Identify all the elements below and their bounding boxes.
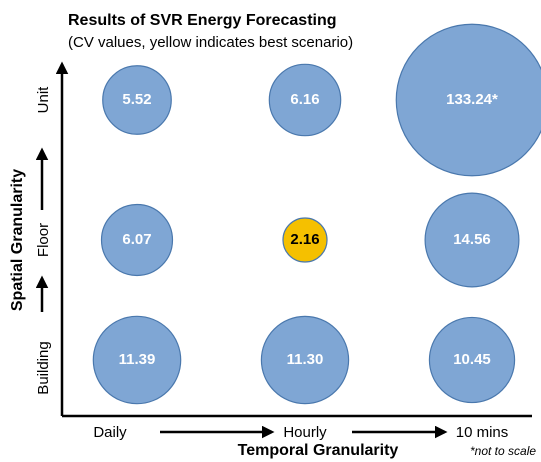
bubble-label: 133.24* xyxy=(446,91,498,108)
bubble-label: 10.45 xyxy=(453,351,491,368)
bubble-label: 5.52 xyxy=(122,91,151,108)
bubble xyxy=(100,203,174,277)
bubble xyxy=(395,23,541,177)
bubble-label: 14.56 xyxy=(453,231,491,248)
note: *not to scale xyxy=(470,444,536,458)
bubble-label: 6.16 xyxy=(290,91,319,108)
bubble-label: 6.07 xyxy=(122,231,151,248)
bubble xyxy=(428,316,516,404)
y-tick-label: Building xyxy=(35,341,52,394)
bubble xyxy=(260,315,350,405)
bubble-label: 11.30 xyxy=(287,351,324,368)
x-tick-label: 10 mins xyxy=(456,424,509,441)
bubble-label: 11.39 xyxy=(119,351,156,368)
bubble xyxy=(268,63,342,137)
x-tick-label: Hourly xyxy=(283,424,327,441)
y-tick-label: Unit xyxy=(35,86,52,114)
y-tick-label: Floor xyxy=(35,223,52,257)
x-axis-label: Temporal Granularity xyxy=(238,442,399,459)
bubble xyxy=(424,192,520,288)
bubble xyxy=(282,217,328,263)
bubble-label: 2.16 xyxy=(290,231,319,248)
bubble xyxy=(92,315,182,405)
x-tick-label: Daily xyxy=(93,424,127,441)
chart-title: Results of SVR Energy Forecasting xyxy=(68,12,337,29)
bubble xyxy=(102,65,172,135)
y-axis-label: Spatial Granularity xyxy=(9,169,26,311)
chart-subtitle: (CV values, yellow indicates best scenar… xyxy=(68,34,353,51)
